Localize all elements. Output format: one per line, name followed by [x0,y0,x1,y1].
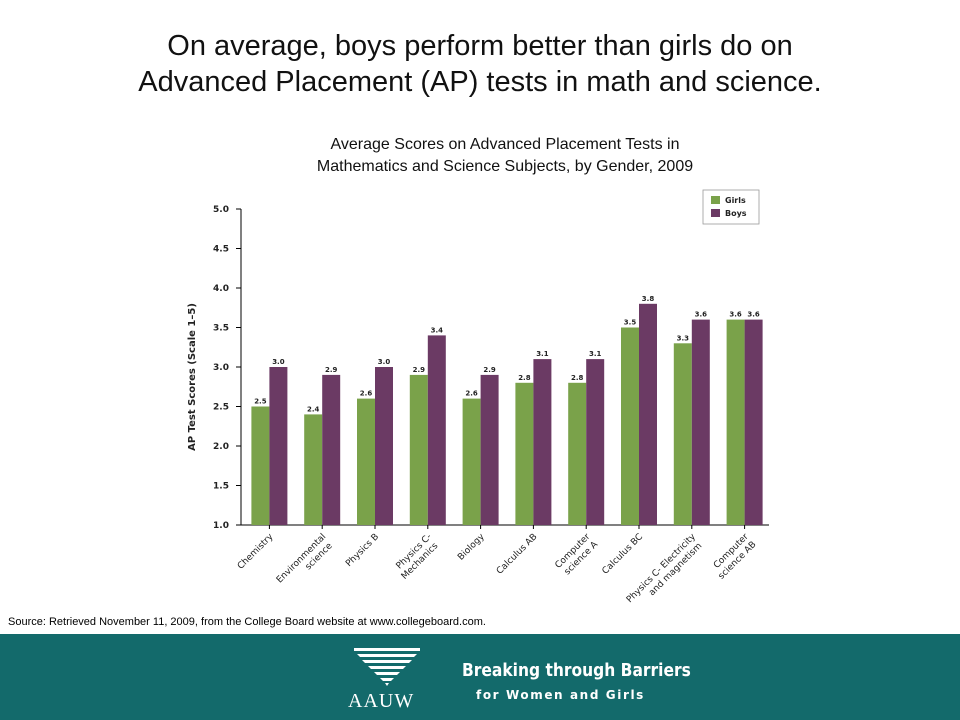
y-tick-label: 5.0 [213,205,229,215]
data-label-boys: 2.9 [325,366,338,374]
x-tick-label: Physics B [344,532,381,569]
logo-text: AAUW [348,690,415,712]
bar-girls [621,327,639,525]
bar-boys [427,335,446,525]
x-tick-label: Calculus AB [495,532,540,577]
data-label-boys: 3.4 [431,326,444,334]
bar-boys [639,303,657,525]
tagline-subtitle: for Women and Girls [476,688,645,702]
y-tick-label: 1.5 [213,482,229,492]
bar-boys [269,367,288,525]
bar-girls [673,343,692,525]
chart-title-line-2: Mathematics and Science Subjects, by Gen… [316,158,694,175]
x-tick-label: Calculus BC [601,532,646,577]
slide-headline: On average, boys perform better than gir… [0,28,960,100]
data-label-girls: 3.6 [729,311,742,319]
source-note: Source: Retrieved November 11, 2009, fro… [8,616,486,628]
bar-girls [515,382,534,525]
x-tick-label-line: Calculus AB [495,532,540,577]
data-label-girls: 3.3 [677,334,690,342]
y-tick-label: 4.0 [213,284,229,294]
legend-label-girls: Girls [725,196,746,205]
data-label-girls: 2.5 [254,398,267,406]
data-label-girls: 3.5 [624,319,637,327]
bar-girls [409,374,428,525]
bar-girls [568,382,587,525]
x-tick-label: Computerscience AB [709,532,759,582]
x-tick-label: Physics C-Mechanics [392,532,442,582]
legend-swatch-boys [711,209,720,217]
chart-title: Average Scores on Advanced Placement Tes… [0,134,960,178]
footer-band [0,634,960,720]
data-label-girls: 2.6 [360,390,373,398]
headline-line-2: Advanced Placement (AP) tests in math an… [138,66,822,98]
data-label-boys: 3.0 [272,358,285,366]
bar-boys [375,367,393,525]
chart-bars: 2.5 3.0 2.4 2.9 2.6 3.0 2.9 3.4 2.6 2.9 2.8 3.1 2.8 3… [251,295,763,525]
legend-box [702,189,760,225]
bar-boys [691,319,710,525]
bar-boys [586,359,605,525]
y-tick-label: 3.0 [213,363,229,373]
data-label-girls: 2.4 [307,405,320,413]
data-label-girls: 2.6 [465,390,478,398]
data-label-boys: 3.1 [589,350,602,358]
data-label-boys: 3.0 [378,358,391,366]
data-label-girls: 2.9 [413,366,426,374]
y-tick-label: 2.0 [213,442,229,452]
legend-swatch-girls [711,196,720,204]
y-tick-label: 1.0 [213,521,229,531]
y-tick-label: 4.5 [213,245,229,255]
bar-boys [322,374,341,525]
y-tick-label: 2.5 [213,403,229,413]
data-label-boys: 3.6 [747,311,760,319]
x-tick-label-line: Biology [456,532,487,563]
bar-girls [726,319,745,525]
legend-label-boys: Boys [725,209,747,218]
chart-title-line-1: Average Scores on Advanced Placement Tes… [330,136,680,153]
y-axis-title: AP Test Scores (Scale 1–5) [187,303,198,451]
x-tick-label: Computerscience A [554,531,601,578]
x-tick-label-line: Calculus BC [601,532,646,577]
bar-girls [304,414,323,525]
data-label-boys: 3.8 [642,295,655,303]
x-tick-label: Biology [456,532,487,563]
bar-boys [480,374,499,525]
data-label-girls: 2.8 [571,374,584,382]
x-tick-label: Chemistry [236,532,276,572]
headline-line-1: On average, boys perform better than gir… [167,30,793,62]
chart-x-labels: Chemistry Environmentalscience Physics B Ph… [236,531,759,605]
bar-girls [462,398,481,525]
bar-boys [744,319,763,525]
x-tick-label: Environmentalscience [275,532,336,593]
data-label-boys: 3.6 [695,311,708,319]
x-tick-label-line: Chemistry [236,532,276,572]
aauw-logo-icon [354,648,420,686]
chart-legend: Girls Boys [702,189,760,225]
bar-boys [533,359,552,525]
data-label-boys: 3.1 [536,350,549,358]
y-tick-label: 3.5 [213,324,229,334]
data-label-boys: 2.9 [483,366,496,374]
x-tick-label-line: Physics B [344,532,381,569]
tagline: Breaking through Barriers [462,660,691,681]
bar-chart: 1.0 1.5 2.0 2.5 3.0 3.5 4.0 4.5 5.0 AP Test Score… [187,189,769,605]
bar-girls [251,406,270,525]
bar-girls [357,398,375,525]
data-label-girls: 2.8 [518,374,531,382]
